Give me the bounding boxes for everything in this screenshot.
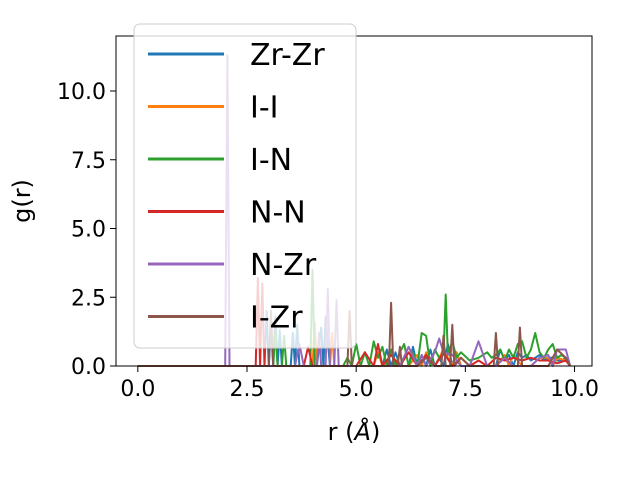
legend-label-i-n: I-N xyxy=(250,143,292,178)
x-axis-label-paren-close: ) xyxy=(371,418,380,446)
x-axis-label-paren-open: ( xyxy=(338,418,355,446)
x-axis: 0.0 2.5 5.0 7.5 10.0 xyxy=(120,366,599,402)
y-tick-label: 10.0 xyxy=(57,80,106,105)
x-tick-label: 0.0 xyxy=(120,377,155,402)
legend-label-n-n: N-N xyxy=(250,196,306,231)
y-axis-label: g(r) xyxy=(8,179,36,223)
legend-label-i-i: I-I xyxy=(250,91,279,126)
x-tick-label: 5.0 xyxy=(339,377,374,402)
y-axis: 0.0 2.5 5.0 7.5 10.0 xyxy=(57,80,116,380)
legend: Zr-Zr I-I I-N N-N N-Zr I-Zr xyxy=(133,23,357,349)
x-axis-label-unit: Å xyxy=(353,417,371,446)
x-axis-label-text: r xyxy=(328,418,338,446)
legend-label-zr-zr: Zr-Zr xyxy=(250,38,325,73)
y-tick-label: 5.0 xyxy=(71,218,106,243)
legend-label-i-zr: I-Zr xyxy=(250,301,303,336)
x-tick-label: 2.5 xyxy=(230,377,265,402)
y-tick-label: 7.5 xyxy=(71,149,106,174)
x-tick-label: 7.5 xyxy=(448,377,483,402)
legend-label-n-zr: N-Zr xyxy=(250,248,317,283)
x-tick-label: 10.0 xyxy=(550,377,599,402)
y-tick-label: 2.5 xyxy=(71,286,106,311)
y-tick-label: 0.0 xyxy=(71,355,106,380)
x-axis-label: r (Å) xyxy=(328,417,381,446)
